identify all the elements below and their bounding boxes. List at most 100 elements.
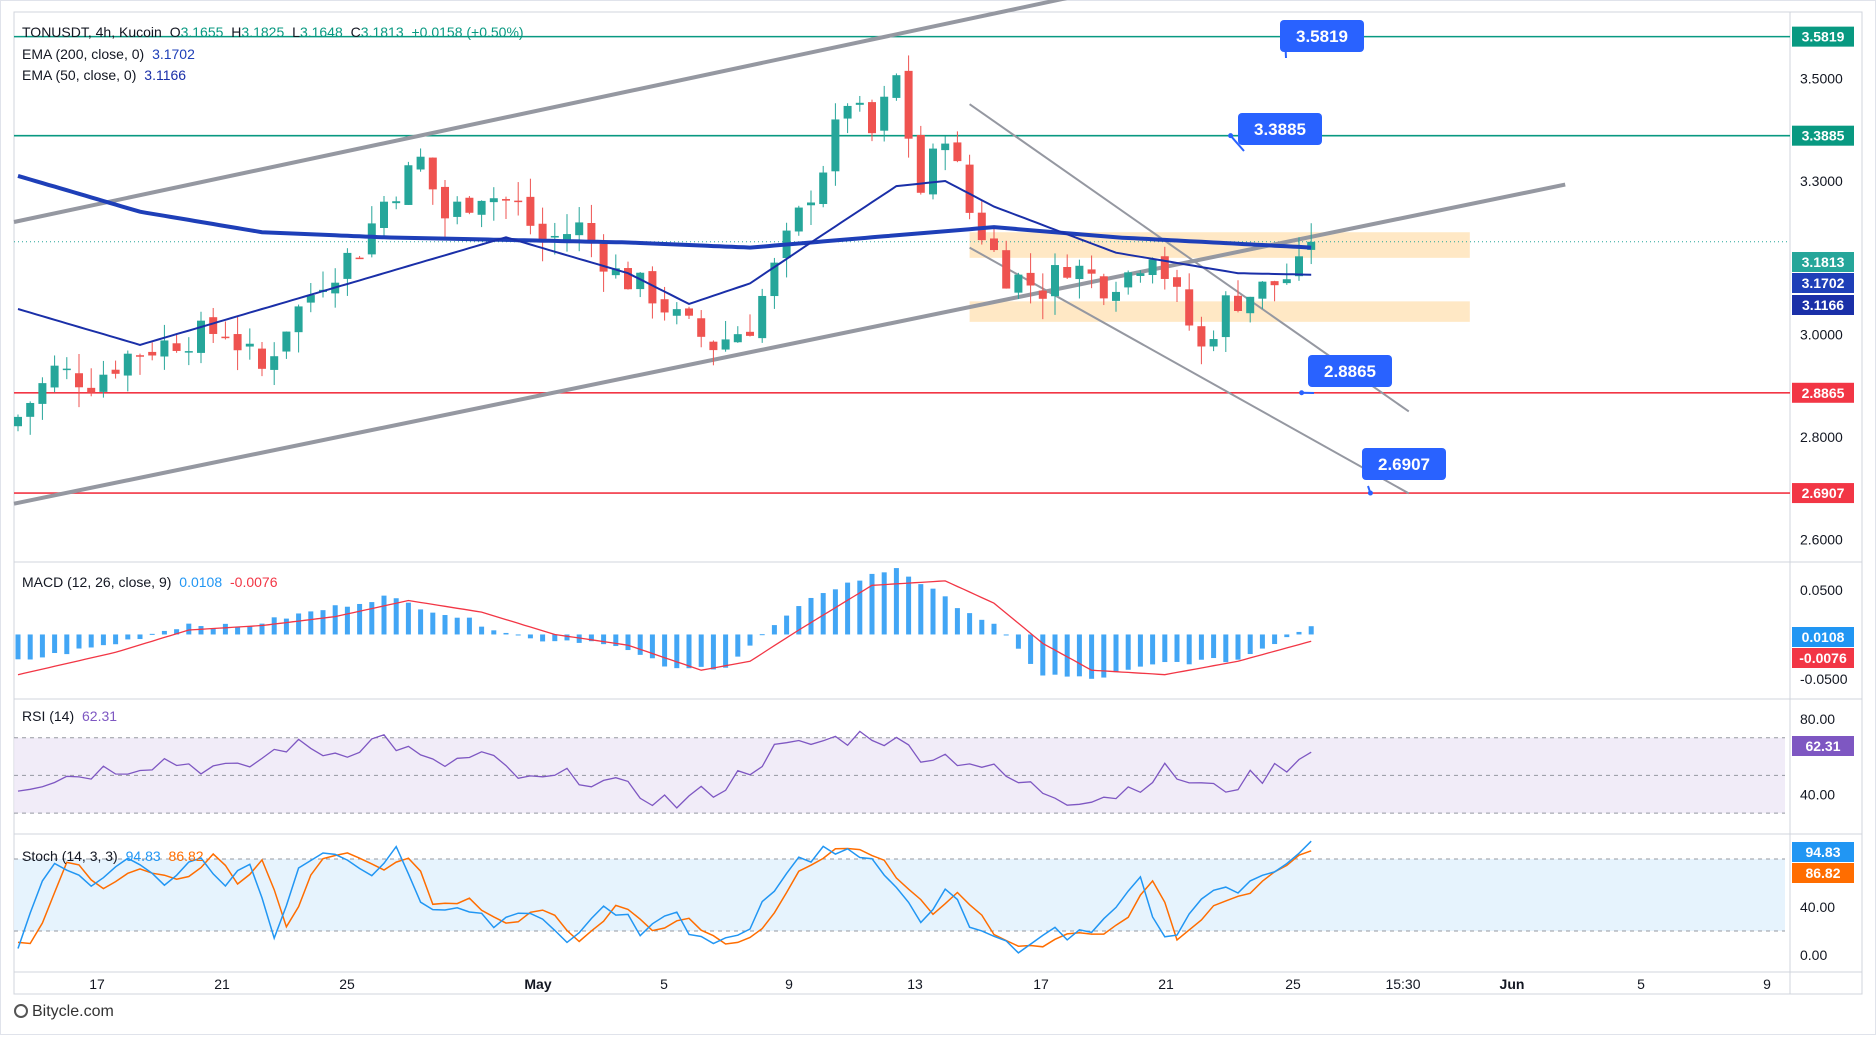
macd-histogram-bar [296, 613, 301, 634]
macd-histogram-bar [1199, 634, 1204, 659]
candle-body [1100, 276, 1108, 298]
macd-histogram-bar [918, 584, 923, 634]
change-value: +0.0158 (+0.50%) [412, 24, 524, 40]
open-value: 3.1655 [181, 24, 224, 40]
candle-body [1271, 281, 1279, 285]
candle-body [697, 318, 705, 337]
candle-body [148, 352, 156, 356]
candle-body [514, 201, 522, 203]
macd-histogram-bar [345, 607, 350, 635]
macd-histogram-bar [1248, 634, 1253, 654]
stoch-label: Stoch (14, 3, 3) [22, 848, 118, 864]
x-tick-label: 25 [1285, 976, 1301, 992]
callout-anchor [1368, 491, 1373, 496]
macd-histogram-bar [882, 572, 887, 634]
candle-body [1014, 275, 1022, 293]
macd-histogram-bar [1297, 632, 1302, 635]
candle-body [295, 306, 303, 332]
macd-histogram-bar [113, 634, 118, 644]
ema200-legend: EMA (200, close, 0) 3.1702 [22, 46, 199, 62]
macd-histogram-bar [992, 624, 997, 635]
candle-body [234, 334, 242, 350]
price-tick-label: 2.6000 [1800, 532, 1843, 548]
price-tag-label: 3.1702 [1802, 275, 1845, 291]
macd-histogram-bar [1004, 634, 1009, 635]
macd-histogram-bar [1089, 634, 1094, 678]
x-tick-label: 17 [89, 976, 105, 992]
x-tick-label: 5 [1637, 976, 1645, 992]
candle-body [1149, 259, 1157, 275]
macd-histogram-bar [333, 605, 338, 634]
candle-body [856, 103, 864, 105]
macd-histogram-bar [723, 634, 728, 667]
candle-body [75, 373, 83, 387]
macd-histogram-bar [1016, 634, 1021, 648]
stoch-band [14, 859, 1785, 931]
candle-body [1027, 273, 1035, 286]
macd-histogram-bar [870, 574, 875, 635]
candle-body [1039, 291, 1047, 299]
candle-body [1002, 250, 1010, 288]
macd-histogram-bar [1260, 634, 1265, 648]
candle-body [1051, 265, 1059, 296]
macd-histogram-bar [125, 634, 130, 639]
candle-body [551, 236, 559, 238]
price-tag-label: 3.1813 [1802, 254, 1845, 270]
candle-body [136, 355, 144, 357]
macd-histogram-bar [223, 624, 228, 635]
macd-histogram-bar [1272, 634, 1277, 644]
candle-body [941, 144, 949, 151]
macd-histogram-bar [516, 634, 521, 635]
macd-histogram-bar [809, 598, 814, 635]
demand-zone [970, 301, 1470, 321]
macd-histogram-bar [455, 618, 460, 635]
macd-histogram-bar [40, 634, 45, 657]
candle-body [966, 165, 974, 213]
candle-body [270, 356, 278, 370]
stoch-tick-label: 0.00 [1800, 947, 1827, 963]
macd-histogram-bar [235, 627, 240, 635]
macd-histogram-bar [979, 620, 984, 635]
stoch-legend: Stoch (14, 3, 3) 94.83 86.82 [22, 848, 208, 864]
macd-histogram-bar [430, 613, 435, 635]
candle-body [1088, 269, 1096, 273]
macd-histogram-bar [857, 581, 862, 635]
macd-histogram-bar [1175, 634, 1180, 661]
symbol-label: TONUSDT, 4h, Kucoin [22, 24, 162, 40]
candle-body [1197, 326, 1205, 346]
macd-histogram-bar [369, 602, 374, 634]
candle-body [685, 308, 693, 315]
candle-body [124, 354, 132, 376]
macd-histogram-bar [284, 619, 289, 635]
macd-histogram-bar [186, 624, 191, 635]
candle-body [892, 75, 900, 98]
candle-body [1124, 272, 1132, 287]
macd-signal-tag-label: -0.0076 [1799, 650, 1847, 666]
macd-histogram-bar [845, 583, 850, 635]
price-tag-label: 3.5819 [1802, 29, 1845, 45]
macd-histogram-bar [467, 618, 472, 635]
macd-histogram-bar [52, 634, 57, 653]
candle-body [722, 339, 730, 349]
macd-histogram-bar [833, 589, 838, 634]
macd-histogram-bar [784, 616, 789, 635]
macd-histogram-bar [967, 613, 972, 634]
macd-histogram-bar [1284, 634, 1289, 637]
x-tick-label: 15:30 [1385, 976, 1420, 992]
macd-histogram-bar [906, 577, 911, 635]
x-tick-label: 21 [214, 976, 230, 992]
candle-body [868, 102, 876, 133]
macd-histogram-bar [308, 611, 313, 634]
stoch-tick-label: 40.00 [1800, 899, 1835, 915]
candle-body [819, 173, 827, 204]
macd-histogram-bar [491, 630, 496, 634]
macd-histogram-bar [760, 634, 765, 635]
ema50-legend: EMA (50, close, 0) 3.1166 [22, 67, 190, 83]
price-tag-label: 3.1166 [1802, 297, 1844, 313]
x-tick-label: 21 [1158, 976, 1174, 992]
candle-body [795, 208, 803, 232]
macd-tag-label: 0.0108 [1802, 629, 1845, 645]
macd-label: MACD (12, 26, close, 9) [22, 574, 171, 590]
